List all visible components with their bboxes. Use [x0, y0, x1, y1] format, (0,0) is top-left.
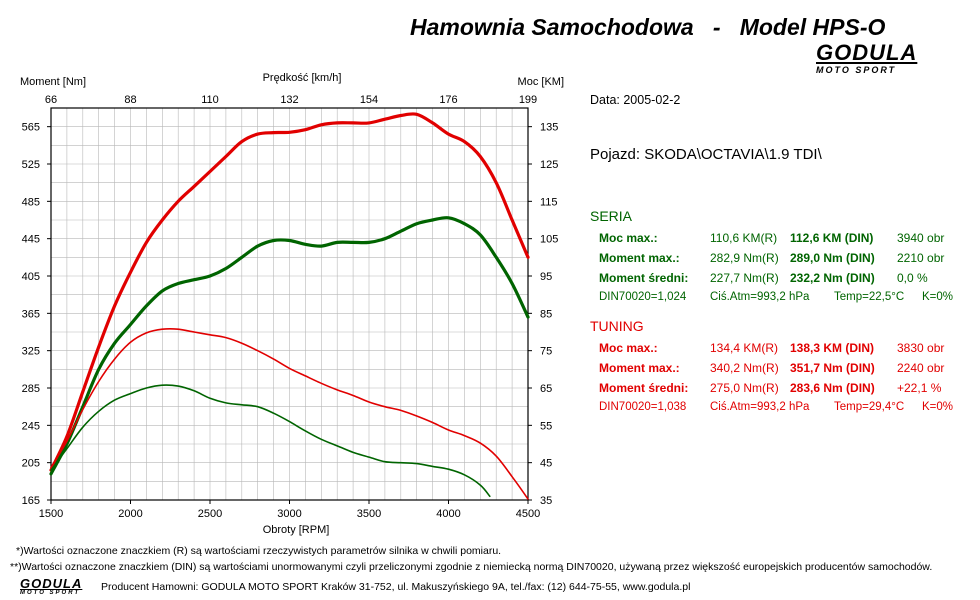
tuning-k: K=0%	[922, 401, 954, 413]
x-tick-label: 4000	[436, 508, 460, 520]
seria-torque-r: 282,9 Nm(R)	[710, 251, 779, 265]
seria-torque-din: 289,0 Nm (DIN)	[790, 251, 875, 265]
seria-k: K=0%	[922, 291, 954, 303]
y-right-tick-label: 105	[540, 234, 558, 246]
tuning-avg-percent: +22,1 %	[897, 381, 942, 395]
tuning-torque-r: 340,2 Nm(R)	[710, 361, 779, 375]
y-left-tick-label: 325	[22, 346, 40, 358]
footnote-r: *)Wartości oznaczone znaczkiem (R) są wa…	[16, 545, 502, 557]
godula-logo-footer: GODULA	[20, 576, 83, 591]
series-tuning-power	[49, 112, 530, 472]
y-right-tick-label: 45	[540, 458, 552, 470]
tuning-atm: Ciś.Atm=993,2 hPa	[710, 401, 810, 413]
seria-din-factor: DIN70020=1,024	[599, 291, 687, 303]
y-left-tick-label: 565	[22, 122, 40, 134]
seria-torque-rpm: 2210 obr	[897, 251, 945, 265]
page-title: Hamownia Samochodowa - Model HPS-O	[410, 14, 886, 40]
godula-logo-footer-subtitle: MOTO SPORT	[20, 590, 81, 596]
tuning-avg-r: 275,0 Nm(R)	[710, 381, 779, 395]
y-right-axis-label: Moc [KM]	[518, 76, 564, 88]
seria-power-din: 112,6 KM (DIN)	[790, 231, 874, 245]
tuning-power-din: 138,3 KM (DIN)	[790, 341, 875, 355]
tuning-power-rpm: 3830 obr	[897, 341, 945, 355]
tuning-heading: TUNING	[590, 318, 644, 334]
tuning-din-factor: DIN70020=1,038	[599, 401, 687, 413]
x2-tick-label: 88	[124, 94, 136, 106]
seria-avg-din: 232,2 Nm (DIN)	[790, 271, 875, 285]
y-left-tick-label: 485	[22, 196, 40, 208]
y-left-tick-label: 285	[22, 383, 40, 395]
x2-tick-label: 110	[201, 94, 219, 106]
y-right-tick-label: 135	[540, 122, 558, 134]
seria-power-r: 110,6 KM(R)	[710, 231, 778, 245]
x-tick-label: 3500	[357, 508, 381, 520]
seria-power-rpm: 3940 obr	[897, 231, 945, 245]
x2-tick-label: 66	[45, 94, 57, 106]
seria-torque-label: Moment max.:	[599, 251, 680, 265]
x2-axis-label: Prędkość [km/h]	[263, 72, 342, 84]
series-seria-power	[49, 216, 530, 476]
chart-grid	[51, 108, 528, 500]
seria-atm: Ciś.Atm=993,2 hPa	[710, 291, 810, 303]
y-right-tick-label: 55	[540, 420, 552, 432]
x-tick-label: 3000	[277, 508, 301, 520]
y-left-tick-label: 365	[22, 308, 40, 320]
seria-temp: Temp=22,5°C	[834, 291, 905, 303]
y-right-tick-label: 95	[540, 271, 552, 283]
tuning-torque-label: Moment max.:	[599, 361, 680, 375]
godula-logo: GODULA	[816, 40, 918, 65]
x2-tick-label: 176	[439, 94, 457, 106]
x2-tick-label: 199	[519, 94, 537, 106]
vehicle-name: Pojazd: SKODA\OCTAVIA\1.9 TDI\	[590, 146, 822, 163]
tuning-power-label: Moc max.:	[599, 341, 658, 355]
y-left-tick-label: 165	[22, 495, 40, 507]
y-right-tick-label: 85	[540, 308, 552, 320]
x-tick-label: 2500	[198, 508, 222, 520]
tuning-avg-din: 283,6 Nm (DIN)	[790, 381, 875, 395]
y-right-tick-label: 115	[540, 196, 558, 208]
x2-tick-label: 132	[280, 94, 298, 106]
tuning-power-r: 134,4 KM(R)	[710, 341, 779, 355]
y-right-tick-label: 65	[540, 383, 552, 395]
tuning-avg-label: Moment średni:	[599, 381, 689, 395]
seria-avg-r: 227,7 Nm(R)	[710, 271, 779, 285]
y-left-tick-label: 445	[22, 234, 40, 246]
series-layer	[49, 112, 530, 500]
y-left-tick-label: 405	[22, 271, 40, 283]
y-right-tick-label: 75	[540, 346, 552, 358]
x2-tick-label: 154	[360, 94, 378, 106]
tuning-temp: Temp=29,4°C	[834, 401, 905, 413]
tick-labels: 1500 2000 2500 3000 3500 4000 4500 66 88 110 132 15…	[22, 94, 559, 520]
x-axis-label: Obroty [RPM]	[263, 524, 330, 536]
test-date: Data: 2005-02-2	[590, 93, 681, 107]
seria-heading: SERIA	[590, 208, 633, 224]
x-tick-label: 4500	[516, 508, 540, 520]
seria-avg-label: Moment średni:	[599, 271, 689, 285]
seria-avg-percent: 0,0 %	[897, 271, 928, 285]
y-left-tick-label: 205	[22, 458, 40, 470]
y-left-tick-label: 245	[22, 420, 40, 432]
footnote-din: **)Wartości oznaczone znaczkiem (DIN) są…	[10, 561, 933, 573]
y-left-axis-label: Moment [Nm]	[20, 76, 86, 88]
y-right-tick-label: 125	[540, 159, 558, 171]
x-tick-label: 2000	[118, 508, 142, 520]
tuning-torque-rpm: 2240 obr	[897, 361, 945, 375]
producer-info: Producent Hamowni: GODULA MOTO SPORT Kra…	[101, 581, 691, 593]
series-tuning-torque	[50, 327, 529, 500]
y-left-tick-label: 525	[22, 159, 40, 171]
y-right-tick-label: 35	[540, 495, 552, 507]
x-tick-label: 1500	[39, 508, 63, 520]
tuning-torque-din: 351,7 Nm (DIN)	[790, 361, 875, 375]
seria-power-label: Moc max.:	[599, 231, 658, 245]
series-seria-torque	[50, 384, 491, 498]
godula-logo-subtitle: MOTO SPORT	[816, 65, 897, 75]
